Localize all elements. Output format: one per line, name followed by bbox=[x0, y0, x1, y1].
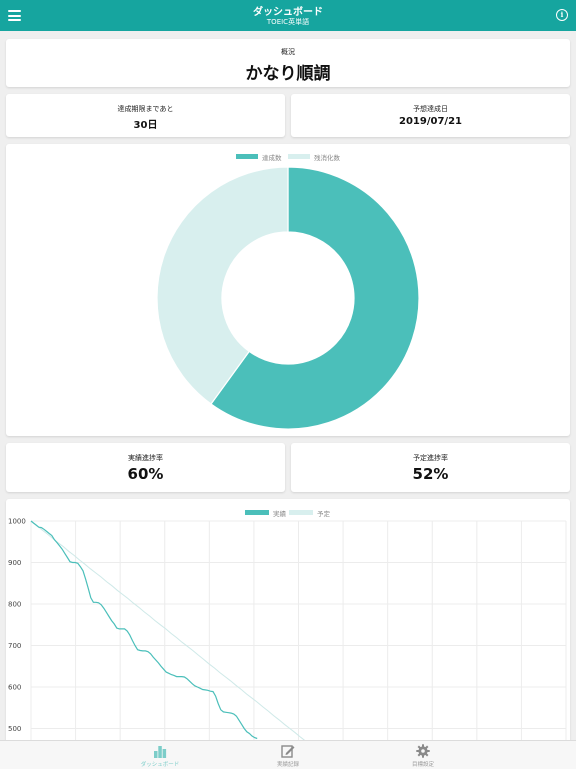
overview-label: 概況 bbox=[281, 48, 295, 56]
y-tick-label: 500 bbox=[8, 725, 21, 733]
edit-icon bbox=[281, 745, 295, 758]
y-tick-label: 800 bbox=[8, 601, 21, 609]
y-tick-label: 900 bbox=[8, 559, 21, 567]
page-subtitle: TOEIC英単語 bbox=[266, 18, 310, 26]
tab-bar: ダッシュボード 実績記録 目標設定 bbox=[0, 740, 576, 769]
donut-chart-card: 達成数 残消化数 bbox=[6, 144, 570, 436]
tab-records-label: 実績記録 bbox=[276, 762, 299, 768]
tab-dashboard[interactable]: ダッシュボード bbox=[100, 741, 220, 769]
forecast-card: 予想達成日 2019/07/21 bbox=[291, 94, 570, 137]
deadline-value: 30日 bbox=[133, 120, 158, 131]
tab-dashboard-label: ダッシュボード bbox=[140, 762, 180, 768]
legend-label-achieved: 達成数 bbox=[262, 154, 282, 162]
actual-progress-value: 60% bbox=[127, 465, 164, 483]
tab-goal-settings[interactable]: 目標設定 bbox=[363, 741, 483, 769]
actual-progress-label: 実績進捗率 bbox=[128, 454, 163, 462]
series-line-actual bbox=[30, 520, 258, 740]
info-icon[interactable]: i bbox=[556, 9, 568, 21]
legend-label-remaining: 残消化数 bbox=[314, 154, 340, 162]
donut-slice-0 bbox=[210, 166, 420, 430]
page-title: ダッシュボード bbox=[253, 7, 323, 18]
legend-swatch-remaining bbox=[288, 154, 310, 159]
overview-status: かなり順調 bbox=[245, 64, 331, 84]
forecast-value: 2019/07/21 bbox=[399, 116, 462, 127]
planned-progress-label: 予定進捗率 bbox=[413, 454, 448, 462]
planned-progress-value: 52% bbox=[412, 465, 449, 483]
app-header: ダッシュボード TOEIC英単語 i bbox=[0, 0, 576, 31]
donut-chart bbox=[156, 166, 420, 430]
legend-swatch-achieved bbox=[236, 154, 258, 159]
y-tick-label: 600 bbox=[8, 684, 21, 692]
y-tick-label: 1000 bbox=[8, 518, 26, 526]
actual-progress-card: 実績進捗率 60% bbox=[6, 443, 285, 492]
line-chart: 1000 900 800 700 600 500 bbox=[8, 518, 567, 740]
legend-label-actual: 実績 bbox=[273, 510, 286, 518]
menu-icon[interactable] bbox=[8, 10, 21, 21]
tab-records[interactable]: 実績記録 bbox=[228, 741, 348, 769]
overview-card: 概況 かなり順調 bbox=[6, 39, 570, 87]
line-chart-card: 実績 予定 1000 900 800 700 600 500 bbox=[6, 499, 570, 740]
forecast-label: 予想達成日 bbox=[413, 105, 448, 113]
deadline-label: 達成期限まであと bbox=[117, 105, 174, 113]
deadline-card: 達成期限まであと 30日 bbox=[6, 94, 285, 137]
tab-goal-settings-label: 目標設定 bbox=[411, 762, 434, 768]
donut-slice-1 bbox=[156, 166, 289, 405]
legend-swatch-planned bbox=[289, 510, 313, 515]
bar-chart-icon bbox=[154, 746, 167, 758]
gear-icon bbox=[416, 744, 430, 758]
series-line-planned bbox=[30, 520, 306, 740]
y-tick-label: 700 bbox=[8, 642, 21, 650]
legend-swatch-actual bbox=[245, 510, 269, 515]
planned-progress-card: 予定進捗率 52% bbox=[291, 443, 570, 492]
legend-label-planned: 予定 bbox=[317, 510, 330, 518]
